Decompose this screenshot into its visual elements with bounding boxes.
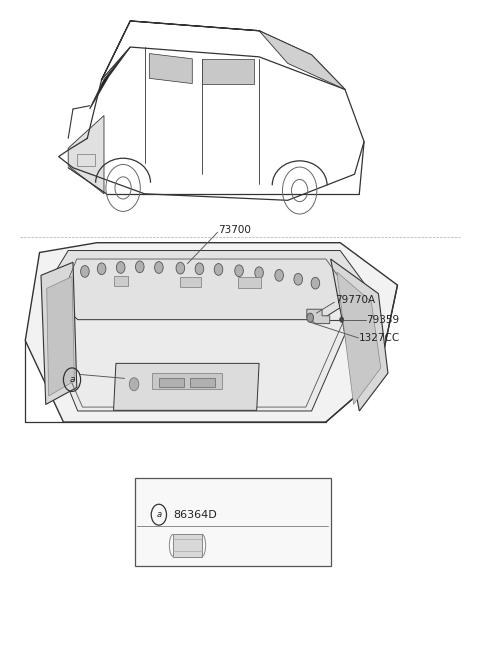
Polygon shape <box>307 309 330 324</box>
Text: a: a <box>156 510 161 519</box>
Text: 86364D: 86364D <box>173 510 217 519</box>
Polygon shape <box>331 259 388 411</box>
Circle shape <box>81 265 89 277</box>
Polygon shape <box>47 276 74 396</box>
Polygon shape <box>114 364 259 410</box>
Circle shape <box>116 261 125 273</box>
Circle shape <box>97 263 106 274</box>
Circle shape <box>275 269 283 281</box>
Bar <box>180 276 201 287</box>
Circle shape <box>255 267 264 278</box>
Bar <box>152 373 222 390</box>
Polygon shape <box>149 54 192 84</box>
Circle shape <box>307 313 313 322</box>
Polygon shape <box>25 243 397 422</box>
Bar <box>114 276 128 286</box>
Text: 73700: 73700 <box>218 225 252 234</box>
Text: 79770A: 79770A <box>336 295 375 305</box>
Circle shape <box>129 378 139 391</box>
Polygon shape <box>90 47 130 109</box>
Bar <box>238 277 262 288</box>
Text: 1327CC: 1327CC <box>360 333 400 343</box>
Polygon shape <box>202 59 254 84</box>
Polygon shape <box>337 272 381 404</box>
Bar <box>191 378 215 387</box>
Text: 79359: 79359 <box>366 314 399 325</box>
FancyBboxPatch shape <box>135 477 331 565</box>
Bar <box>159 378 184 387</box>
Polygon shape <box>44 257 360 411</box>
Polygon shape <box>44 251 369 320</box>
Circle shape <box>155 261 163 273</box>
Polygon shape <box>259 31 345 90</box>
Circle shape <box>176 262 185 274</box>
Circle shape <box>135 261 144 272</box>
Text: a: a <box>69 375 75 384</box>
Polygon shape <box>68 115 104 194</box>
Circle shape <box>195 263 204 274</box>
Polygon shape <box>41 262 77 404</box>
Circle shape <box>294 273 302 285</box>
Circle shape <box>235 265 243 276</box>
Circle shape <box>214 263 223 275</box>
Bar <box>173 534 202 557</box>
Circle shape <box>340 317 344 322</box>
Circle shape <box>311 277 320 289</box>
Bar <box>77 154 95 166</box>
